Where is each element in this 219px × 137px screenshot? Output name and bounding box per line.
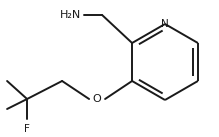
Text: O: O [93, 94, 101, 104]
Text: N: N [161, 19, 169, 29]
Text: F: F [24, 124, 30, 134]
Text: H₂N: H₂N [60, 10, 81, 20]
